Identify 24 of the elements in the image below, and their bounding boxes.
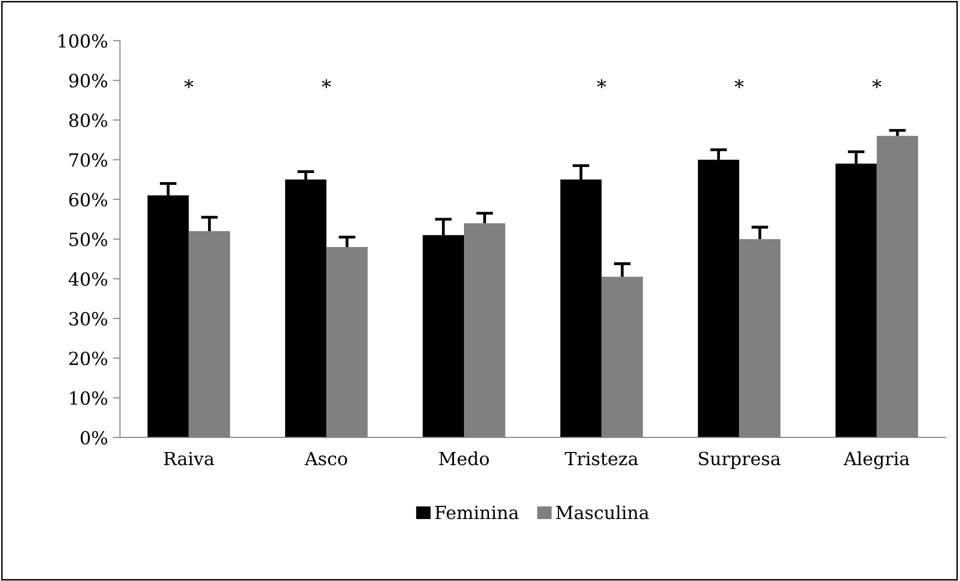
y-tick-label: 20%: [69, 352, 108, 366]
y-tick-label: 80%: [69, 113, 108, 128]
x-tick-label: Tristeza: [564, 452, 638, 466]
legend-label: Feminina: [435, 506, 519, 520]
y-tick-label: 70%: [70, 153, 108, 167]
annotation: *: [322, 79, 331, 88]
x-tick-label: Alegria: [844, 451, 910, 470]
annotation: *: [734, 79, 744, 88]
y-tick-label: 10%: [70, 391, 108, 405]
annotation: *: [597, 79, 606, 88]
y-tick-label: 50%: [70, 232, 108, 246]
y-tick-label: 90%: [69, 74, 108, 88]
y-tick-label: 100%: [58, 34, 108, 48]
y-tick-label: 0%: [80, 430, 108, 445]
x-tick-label: Raiva: [164, 452, 214, 466]
x-tick-label: Surpresa: [698, 452, 780, 469]
annotation: *: [872, 79, 882, 88]
y-tick-label: 30%: [69, 312, 108, 326]
y-tick-label: 60%: [69, 192, 108, 207]
legend-label: Masculina: [556, 505, 649, 520]
annotation: *: [184, 79, 194, 88]
x-tick-label: Medo: [439, 451, 489, 466]
x-tick-label: Asco: [304, 452, 348, 466]
y-tick-label: 40%: [68, 272, 108, 286]
